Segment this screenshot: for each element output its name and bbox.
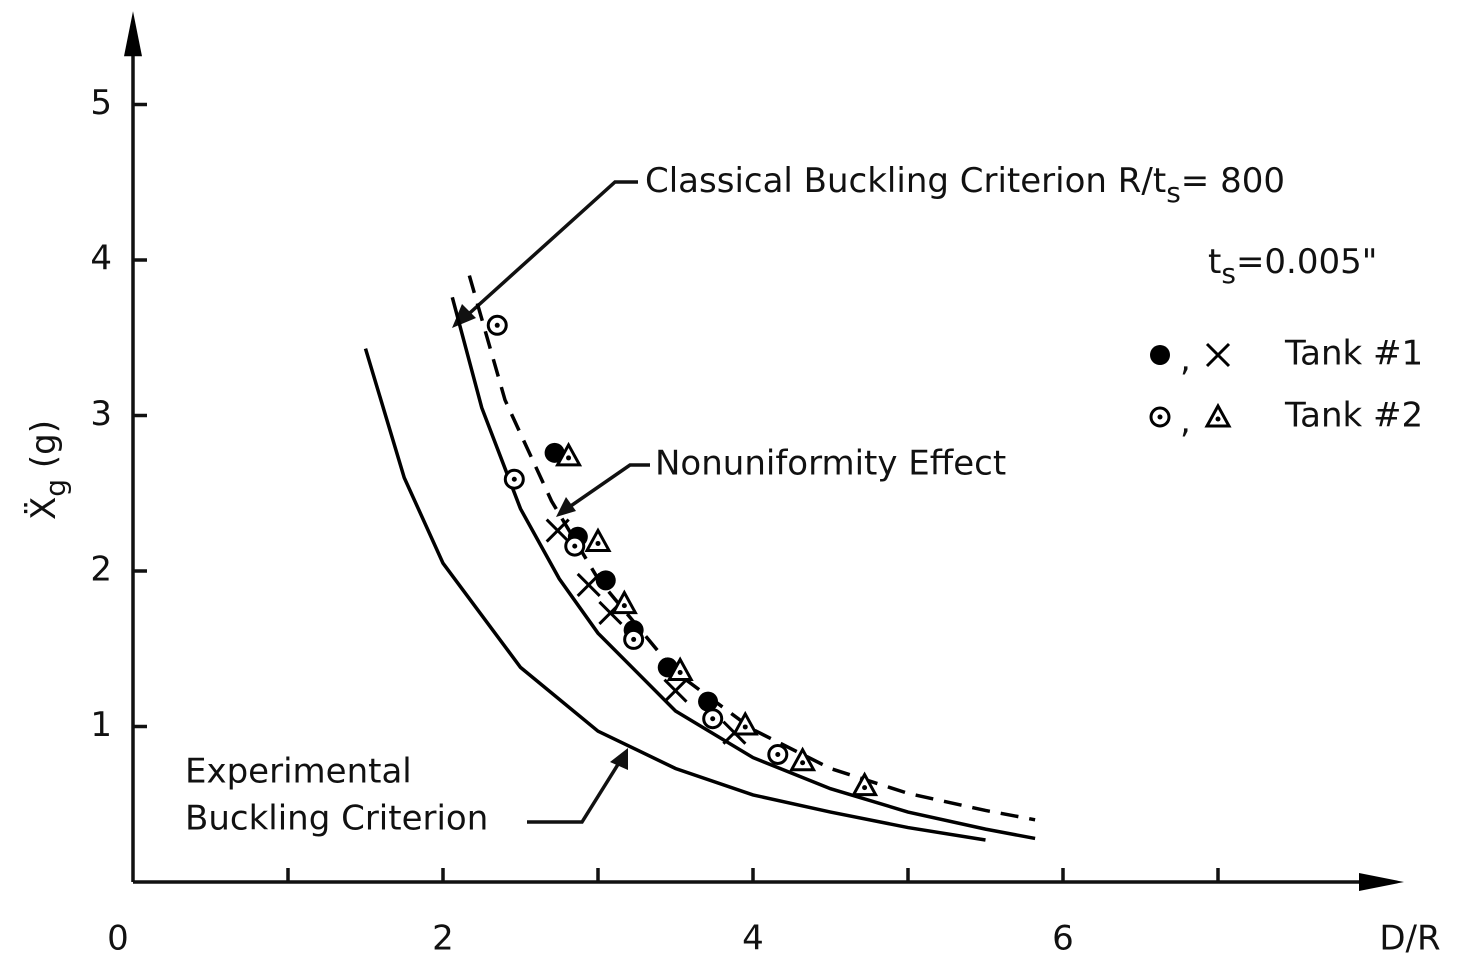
- point: [1204, 402, 1232, 428]
- point: [576, 572, 601, 598]
- point: [584, 527, 612, 552]
- point-dot: [800, 760, 806, 766]
- point-dot: [862, 785, 868, 791]
- legend-separator: ,: [1180, 340, 1191, 380]
- y-axis-label-main: Ẍ: [24, 497, 64, 520]
- point: [1150, 345, 1170, 365]
- point: [564, 535, 586, 557]
- annotation-rest: =0.005": [1236, 242, 1377, 282]
- legend-separator: ,: [1180, 402, 1191, 442]
- point-shape: [1204, 402, 1232, 428]
- point: [702, 708, 724, 730]
- point: [545, 518, 570, 543]
- point-shape: [584, 527, 612, 552]
- y-axis-label-sub: g: [39, 479, 72, 497]
- x-axis-arrow: [1359, 873, 1404, 891]
- point: [595, 570, 616, 591]
- point: [731, 710, 759, 736]
- point-dot: [595, 540, 601, 546]
- curve: [467, 275, 1036, 822]
- point: [663, 678, 688, 703]
- x-axis-label: D/R: [1379, 919, 1440, 957]
- y-tick-label: 3: [90, 394, 112, 434]
- point-dot: [631, 636, 637, 642]
- point: [503, 468, 525, 490]
- legend-label: Tank #1: [1284, 334, 1423, 374]
- y-axis-label: Ẍg (g): [24, 420, 73, 520]
- annotation-sub: s: [1166, 176, 1181, 209]
- y-tick-label: 4: [90, 239, 112, 279]
- annotation-arrows: [452, 180, 650, 824]
- point-shape: [666, 656, 694, 682]
- point-shape: [663, 678, 688, 703]
- y-tick-label: 5: [90, 83, 112, 123]
- point: [698, 691, 719, 712]
- point-shape: [610, 589, 638, 615]
- annotation-rest: = 800: [1181, 161, 1285, 201]
- point-shape: [731, 710, 759, 736]
- point-dot: [494, 322, 500, 328]
- annotation: Experimental: [185, 752, 412, 792]
- point-shape: [545, 518, 570, 543]
- y-tick-label: 2: [90, 550, 112, 590]
- point: [1205, 342, 1231, 368]
- x-tick-label: 2: [432, 919, 454, 957]
- point-dot: [621, 603, 627, 609]
- point: [666, 656, 694, 682]
- point-shape: [544, 442, 565, 463]
- annotation-main: t: [1208, 242, 1221, 282]
- annotation-sub: s: [1221, 257, 1236, 290]
- y-axis-label-rest: (g): [24, 420, 64, 479]
- arrowhead: [610, 748, 628, 770]
- point-dot: [572, 543, 578, 549]
- point: [610, 589, 638, 615]
- point-dot: [566, 455, 572, 461]
- annotation: Classical Buckling Criterion R/ts= 800: [645, 161, 1285, 210]
- point-dot: [710, 716, 716, 722]
- x-tick-label: 4: [742, 919, 764, 957]
- point: [544, 442, 565, 463]
- arrow: [527, 757, 624, 824]
- point-shape: [576, 572, 601, 598]
- curve: [363, 348, 986, 842]
- point: [789, 746, 817, 772]
- point: [486, 314, 508, 336]
- annotation: ts=0.005": [1208, 242, 1377, 291]
- point-shape: [1150, 345, 1170, 365]
- arrow: [564, 463, 650, 512]
- y-axis-arrow: [124, 11, 142, 57]
- annotation: Buckling Criterion: [185, 799, 488, 839]
- point-dot: [775, 751, 781, 757]
- point-dot: [1215, 416, 1221, 422]
- point: [623, 628, 645, 650]
- point-shape: [595, 570, 616, 591]
- legend-label: Tank #2: [1284, 396, 1423, 436]
- point-shape: [851, 771, 879, 797]
- point-shape: [555, 441, 583, 467]
- point-shape: [1205, 342, 1231, 368]
- point: [851, 771, 879, 797]
- curve: [450, 296, 1036, 841]
- point: [1149, 406, 1171, 428]
- arrow: [460, 180, 638, 322]
- point-dot: [1157, 414, 1163, 420]
- point: [767, 743, 789, 765]
- annotation: Nonuniformity Effect: [655, 444, 1006, 484]
- x-tick-label: 0: [107, 919, 129, 957]
- annotation-main: Classical Buckling Criterion R/t: [645, 161, 1166, 201]
- x-tick-label: 6: [1052, 919, 1074, 957]
- y-tick-label: 1: [90, 705, 112, 745]
- point: [555, 441, 583, 467]
- point-shape: [789, 746, 817, 772]
- point-dot: [742, 724, 748, 730]
- point-shape: [698, 691, 719, 712]
- point-dot: [511, 476, 517, 482]
- arrowhead: [556, 497, 576, 517]
- point-dot: [677, 670, 683, 676]
